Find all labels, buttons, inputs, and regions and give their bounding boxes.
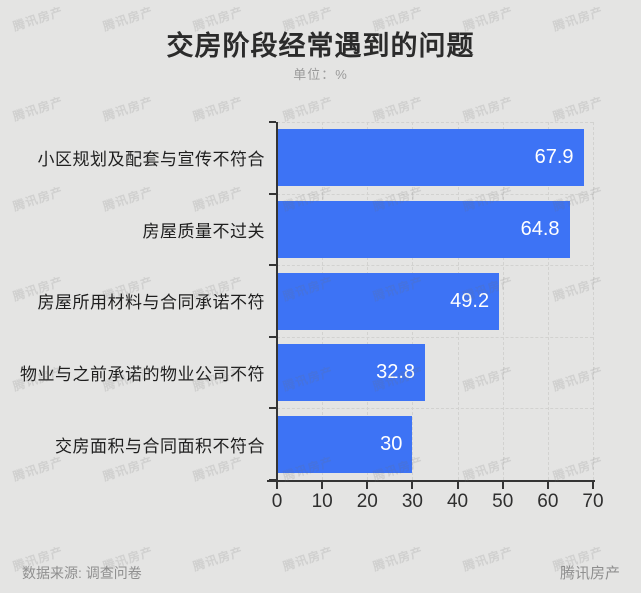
y-axis-line xyxy=(276,122,278,482)
x-tick-label: 10 xyxy=(311,491,333,512)
brand-credit-label: 腾讯房产 xyxy=(559,565,620,582)
bar: 49.2 xyxy=(278,272,500,330)
x-axis-tick xyxy=(276,482,278,489)
bar-value-label: 30 xyxy=(380,432,403,455)
y-axis-tick xyxy=(269,121,276,123)
x-axis-tick xyxy=(321,482,324,489)
category-label: 物业与之前承诺的物业公司不符 xyxy=(20,365,265,385)
x-tick-label: 70 xyxy=(582,491,604,512)
category-label: 房屋所用材料与合同承诺不符 xyxy=(37,293,265,313)
x-axis-line xyxy=(267,480,595,482)
y-axis-tick xyxy=(269,192,276,195)
bar-value-label: 64.8 xyxy=(520,217,560,240)
y-axis-tick xyxy=(269,407,276,410)
chart-title: 交房阶段经常遇到的问题 xyxy=(166,31,475,61)
category-label: 小区规划及配套与宣传不符合 xyxy=(37,150,265,170)
gridline-horizontal xyxy=(277,265,593,267)
gridline-vertical xyxy=(593,122,594,480)
x-tick-label: 0 xyxy=(271,491,283,512)
gridline-vertical xyxy=(502,122,504,480)
x-tick-label: 30 xyxy=(401,491,423,512)
unit-label: 单位：% xyxy=(293,67,348,82)
x-tick-label: 50 xyxy=(492,491,514,512)
x-tick-label: 40 xyxy=(446,491,469,512)
x-axis-tick xyxy=(501,482,504,489)
bar-value-label: 49.2 xyxy=(450,289,490,312)
y-axis-tick xyxy=(269,335,276,338)
x-axis-tick xyxy=(592,482,594,489)
x-axis-tick xyxy=(546,482,549,489)
gridline-horizontal xyxy=(277,193,593,195)
bar-value-label: 67.9 xyxy=(534,146,574,169)
bar-value-label: 32.8 xyxy=(376,361,416,384)
x-axis-tick xyxy=(366,482,369,489)
category-label: 交房面积与合同面积不符合 xyxy=(55,436,265,456)
bar: 32.8 xyxy=(278,344,426,402)
category-label: 房屋质量不过关 xyxy=(142,221,265,241)
y-axis-tick xyxy=(269,479,276,481)
x-tick-label: 20 xyxy=(356,491,378,512)
gridline-horizontal xyxy=(277,408,593,410)
bar: 30 xyxy=(278,415,413,473)
gridline-horizontal xyxy=(277,336,593,338)
y-axis-tick xyxy=(269,264,276,267)
x-tick-label: 60 xyxy=(537,491,559,512)
x-axis-tick xyxy=(456,482,459,489)
gridline-vertical xyxy=(547,122,549,480)
x-axis-tick xyxy=(411,482,414,489)
bar: 64.8 xyxy=(278,200,570,258)
data-source-label: 数据来源: 调查问卷 xyxy=(22,565,142,581)
gridline-horizontal xyxy=(277,122,593,123)
bar: 67.9 xyxy=(278,129,584,187)
